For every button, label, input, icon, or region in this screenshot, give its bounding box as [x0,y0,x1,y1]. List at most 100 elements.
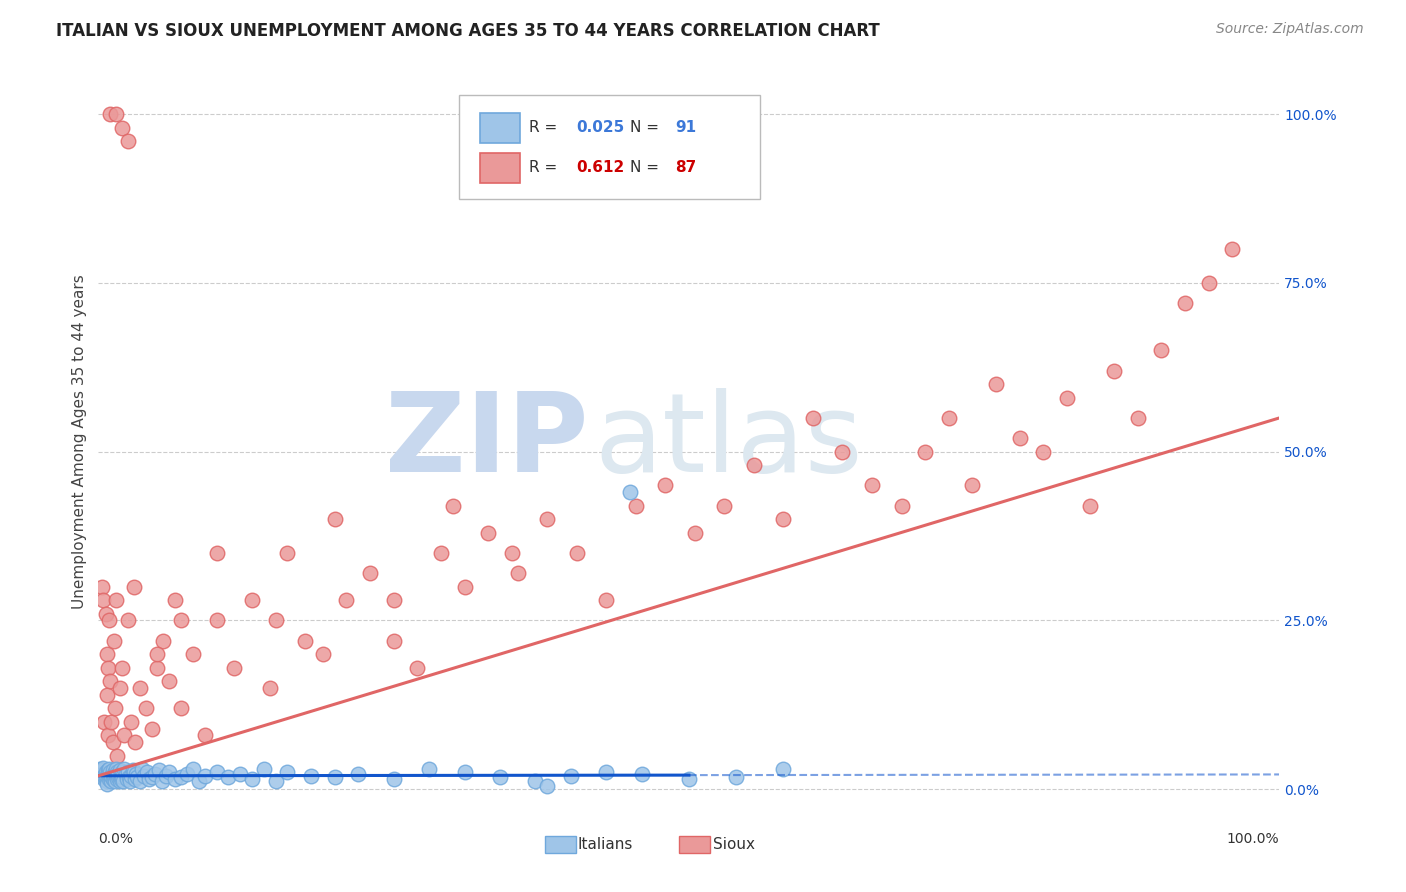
Point [98,107,121,121]
Text: Italians: Italians [578,838,633,852]
Point [105,772,128,787]
Point [120,774,142,789]
Point [742,458,765,472]
Point [118,770,141,784]
Point [176,767,198,781]
Text: 0.025: 0.025 [576,120,626,136]
Point [418,762,440,776]
Point [122,765,145,780]
Point [524,774,547,789]
Text: 91: 91 [675,120,696,136]
Point [128,774,150,789]
Point [801,411,824,425]
Point [240,593,263,607]
Point [115,772,138,787]
Point [103,770,125,784]
Point [117,765,139,780]
Point [170,701,193,715]
FancyBboxPatch shape [546,836,575,854]
FancyBboxPatch shape [458,95,759,200]
Point [100,714,122,729]
Point [108,774,131,789]
Point [110,772,132,787]
Point [453,580,475,594]
Point [335,593,357,607]
Text: 0.0%: 0.0% [98,831,134,846]
Point [477,525,499,540]
Point [124,772,146,787]
Point [229,767,252,781]
Point [1174,296,1197,310]
Point [101,772,124,787]
Point [105,765,128,780]
Point [984,377,1007,392]
Point [90,765,112,780]
Point [105,748,128,763]
Point [654,478,676,492]
Point [98,762,121,776]
Point [453,765,475,780]
Point [264,774,287,789]
Point [98,772,121,787]
Point [98,614,121,628]
Point [125,767,148,781]
Point [1126,411,1149,425]
Text: ITALIAN VS SIOUX UNEMPLOYMENT AMONG AGES 35 TO 44 YEARS CORRELATION CHART: ITALIAN VS SIOUX UNEMPLOYMENT AMONG AGES… [56,22,880,40]
Point [135,701,157,715]
Point [91,770,114,784]
Point [224,661,246,675]
Point [121,769,143,783]
Point [117,134,139,148]
Point [382,772,405,787]
Point [619,485,641,500]
Point [104,765,127,780]
Point [294,633,316,648]
FancyBboxPatch shape [479,153,520,183]
Point [112,762,135,776]
Point [187,774,209,789]
Point [595,765,617,780]
Point [97,767,120,781]
Point [382,633,405,648]
Point [131,762,153,776]
Text: N =: N = [630,120,664,136]
Point [205,546,228,560]
Point [103,767,125,781]
Point [772,512,794,526]
Point [93,769,115,783]
Text: ZIP: ZIP [385,388,589,495]
Point [107,770,129,784]
Text: 0.612: 0.612 [576,161,626,175]
Text: R =: R = [530,120,562,136]
Point [194,769,217,783]
Text: 100.0%: 100.0% [1227,831,1279,846]
Point [914,444,936,458]
Point [124,735,146,749]
FancyBboxPatch shape [479,112,520,143]
Point [114,767,136,781]
Point [97,764,120,778]
Point [105,769,128,783]
Point [347,767,370,781]
Text: atlas: atlas [595,388,863,495]
Point [536,512,558,526]
Point [772,762,794,776]
Point [96,774,118,789]
Point [725,770,748,784]
Point [240,772,263,787]
Point [112,728,135,742]
Point [121,764,143,778]
Point [91,593,114,607]
Point [560,769,582,783]
Point [299,769,322,783]
Point [441,499,464,513]
Point [683,525,706,540]
Point [165,593,187,607]
Point [94,770,117,784]
Point [962,478,984,492]
Point [157,765,180,780]
Point [91,767,114,781]
Point [624,499,647,513]
Point [1056,391,1078,405]
Point [146,661,169,675]
